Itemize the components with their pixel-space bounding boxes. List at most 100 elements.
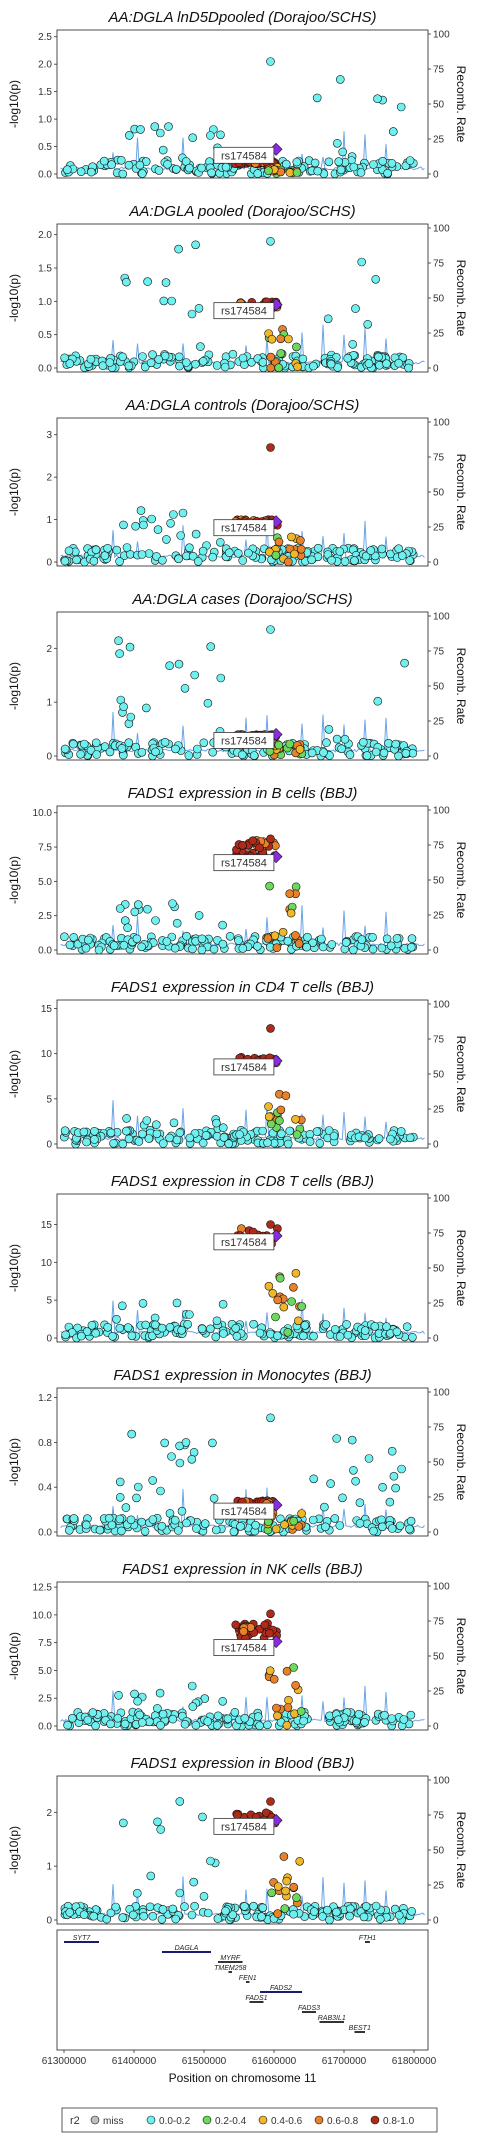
legend-swatch: [258, 2115, 268, 2125]
snp-point: [350, 556, 359, 565]
snp-point: [148, 1911, 158, 1921]
snp-point: [326, 359, 336, 369]
snp-point: [356, 168, 366, 177]
snp-point: [175, 361, 184, 371]
snp-point: [174, 659, 184, 669]
snp-point: [338, 147, 348, 157]
snp-point: [276, 334, 286, 344]
recomb-tick-label: 0: [433, 1722, 439, 1733]
snp-point: [375, 1914, 385, 1924]
recomb-tick-label: 50: [433, 682, 445, 693]
snp-point: [208, 1438, 217, 1448]
snp-point: [266, 1797, 275, 1806]
snp-point: [60, 556, 70, 566]
recomb-tick-label: 0: [433, 946, 439, 957]
panel-title: AA:DGLA pooled (Dorajoo/SCHS): [128, 203, 355, 220]
plot-frame: [56, 417, 429, 567]
snp-point: [160, 1438, 169, 1448]
y-tick-label: 0.0: [38, 1722, 52, 1733]
snp-point: [364, 359, 374, 368]
lead-snp-label-box: [213, 1502, 275, 1520]
snp-point: [305, 1137, 315, 1146]
snp-point: [225, 548, 234, 558]
snp-point: [106, 1908, 116, 1918]
snp-point: [395, 1521, 405, 1531]
recomb-axis-label: Recomb. Rate: [454, 66, 468, 143]
snp-point: [330, 1514, 340, 1523]
recomb-tick-label: 0: [433, 1916, 439, 1927]
legend-swatch: [202, 2115, 212, 2125]
snp-point: [129, 1910, 138, 1920]
y-tick-label: 2: [46, 473, 52, 484]
snp-point: [279, 1852, 289, 1861]
snp-point: [264, 1112, 274, 1122]
snp-point: [323, 314, 333, 324]
snp-point: [272, 943, 282, 953]
snp-point: [135, 160, 145, 170]
snp-point: [141, 1320, 150, 1330]
snp-point: [191, 359, 200, 369]
snp-point: [190, 670, 199, 680]
recomb-axis-label: Recomb. Rate: [454, 648, 468, 725]
snp-point: [266, 1024, 275, 1033]
panel-5: FADS1 expression in B cells (BBJ) 0.0 2.5 5…: [7, 785, 468, 957]
snp-point: [266, 352, 276, 362]
snp-point: [407, 1907, 417, 1916]
snp-point: [137, 942, 146, 952]
snp-point: [357, 935, 367, 944]
snp-point: [397, 551, 407, 560]
snp-point: [224, 1139, 233, 1148]
snp-point: [223, 1714, 233, 1724]
snp-point: [160, 737, 170, 747]
snp-point: [133, 1888, 142, 1898]
snp-point: [140, 362, 150, 372]
snp-point: [82, 1137, 91, 1147]
snp-point: [191, 1720, 201, 1730]
snp-point: [107, 160, 116, 169]
snp-point: [276, 1514, 285, 1524]
y-tick-label: 0: [46, 1916, 52, 1927]
snp-point: [216, 537, 225, 547]
snp-point: [177, 1506, 187, 1516]
gene-label: MYRF: [220, 1955, 241, 1962]
snp-point: [134, 1137, 144, 1146]
snp-point: [187, 309, 197, 319]
snp-point: [91, 545, 101, 555]
snp-point: [321, 1522, 330, 1532]
y-tick-label: 2.0: [38, 60, 52, 71]
snp-point: [332, 139, 342, 148]
snp-point: [366, 546, 376, 555]
snp-point: [310, 158, 320, 168]
snp-point: [275, 1273, 285, 1283]
snp-point: [117, 744, 127, 753]
snp-point: [206, 642, 215, 651]
snp-point: [189, 1877, 198, 1887]
snp-point: [213, 1914, 223, 1923]
snp-point: [63, 165, 72, 174]
snp-point: [118, 169, 128, 179]
snp-point: [324, 1126, 334, 1135]
snp-point: [199, 738, 209, 748]
recomb-tick-label: 100: [433, 1776, 450, 1787]
panel-title: FADS1 expression in Blood (BBJ): [131, 1755, 355, 1772]
snp-point: [332, 1434, 342, 1443]
snp-point: [377, 544, 387, 554]
x-tick-label: 61300000: [42, 2056, 87, 2067]
snp-point: [153, 525, 163, 534]
snp-point: [318, 942, 328, 952]
legend-label: 0.8-1.0: [383, 2116, 415, 2127]
snp-point: [212, 1316, 222, 1326]
recomb-tick-label: 100: [433, 1000, 450, 1011]
snp-point: [298, 1331, 308, 1341]
snp-point: [124, 160, 134, 170]
snp-point: [289, 1882, 299, 1892]
snp-point: [183, 1320, 192, 1329]
snp-point: [334, 157, 344, 166]
snp-point: [266, 57, 275, 66]
snp-point: [406, 1710, 416, 1720]
lead-snp-label: rs174584: [221, 1821, 267, 1833]
snp-point: [299, 1716, 308, 1726]
snp-point: [368, 932, 377, 942]
snp-point: [140, 1527, 150, 1536]
snp-point: [382, 1322, 391, 1331]
